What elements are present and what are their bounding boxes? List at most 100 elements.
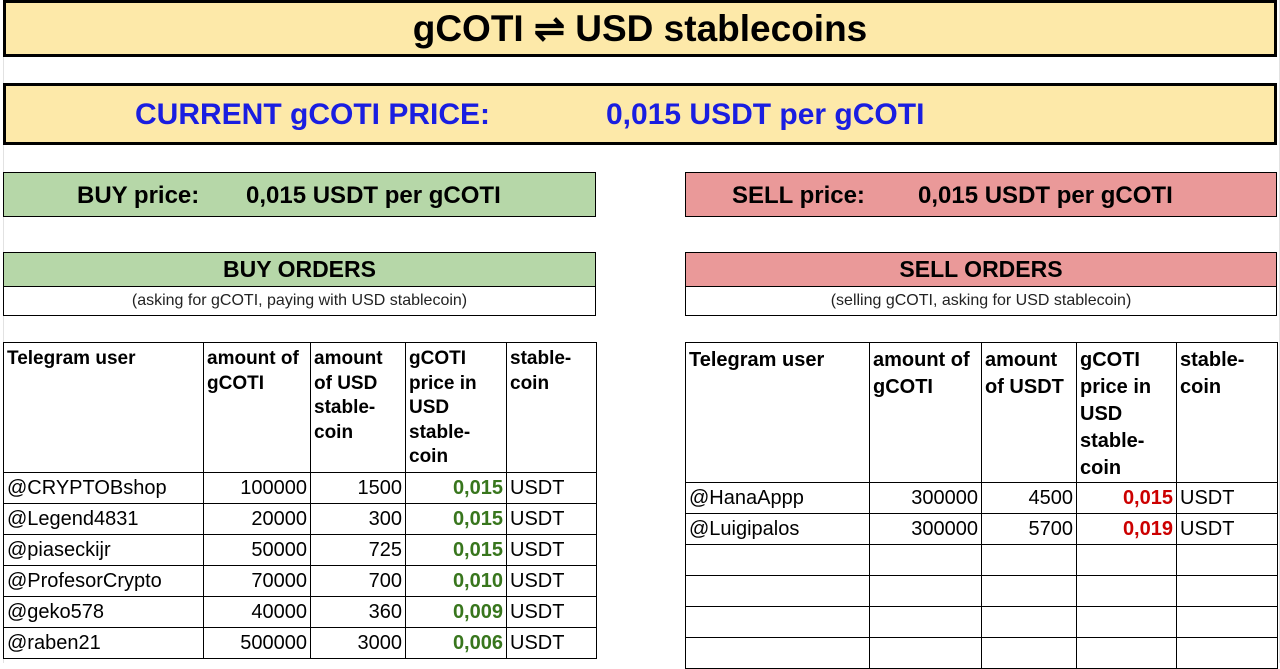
column-header-stablecoin[interactable]: stable-coin — [1176, 342, 1278, 483]
cell-telegram-user[interactable]: @CRYPTOBshop — [3, 472, 204, 504]
cell-telegram-user[interactable]: @piaseckijr — [3, 534, 204, 566]
cell-amount-usd[interactable]: 725 — [310, 534, 406, 566]
buy-price-label: BUY price: — [77, 182, 200, 209]
buy-orders-subtitle: (asking for gCOTI, paying with USD stabl… — [3, 287, 596, 316]
column-header-amount-usd[interactable]: amount of USD stable-coin — [310, 342, 406, 473]
cell-amount-usd[interactable] — [981, 637, 1077, 669]
cell-amount-gcoti[interactable]: 100000 — [203, 472, 311, 504]
cell-price[interactable] — [1076, 575, 1177, 607]
current-price-banner: CURRENT gCOTI PRICE: 0,015 USDT per gCOT… — [3, 83, 1277, 145]
sell-orders-header-row: Telegram user amount of gCOTI amount of … — [685, 342, 1278, 483]
cell-stablecoin[interactable]: USDT — [1176, 513, 1278, 545]
buy-price-banner: BUY price: 0,015 USDT per gCOTI — [3, 172, 596, 217]
cell-telegram-user[interactable]: @Luigipalos — [685, 513, 870, 545]
current-price-value: 0,015 USDT per gCOTI — [606, 98, 925, 131]
cell-amount-usd[interactable]: 360 — [310, 596, 406, 628]
cell-stablecoin[interactable] — [1176, 544, 1278, 576]
cell-amount-gcoti[interactable]: 50000 — [203, 534, 311, 566]
cell-amount-gcoti[interactable]: 300000 — [869, 513, 982, 545]
cell-price[interactable]: 0,015 — [405, 534, 507, 566]
cell-amount-gcoti[interactable]: 300000 — [869, 482, 982, 514]
column-header-amount-gcoti[interactable]: amount of gCOTI — [203, 342, 311, 473]
cell-price[interactable] — [1076, 637, 1177, 669]
column-header-price[interactable]: gCOTI price in USD stable-coin — [1076, 342, 1177, 483]
cell-amount-usd[interactable] — [981, 575, 1077, 607]
cell-price[interactable]: 0,009 — [405, 596, 507, 628]
column-header-price[interactable]: gCOTI price in USD stable-coin — [405, 342, 507, 473]
column-header-telegram-user[interactable]: Telegram user — [3, 342, 204, 473]
cell-amount-usd[interactable]: 5700 — [981, 513, 1077, 545]
cell-telegram-user[interactable] — [685, 637, 870, 669]
cell-price[interactable]: 0,006 — [405, 627, 507, 659]
cell-amount-gcoti[interactable] — [869, 575, 982, 607]
cell-telegram-user[interactable]: @geko578 — [3, 596, 204, 628]
cell-amount-gcoti[interactable]: 70000 — [203, 565, 311, 597]
table-row — [685, 606, 1278, 638]
cell-telegram-user[interactable]: @HanaAppp — [685, 482, 870, 514]
cell-amount-gcoti[interactable]: 20000 — [203, 503, 311, 535]
sell-orders-subtitle: (selling gCOTI, asking for USD stablecoi… — [685, 287, 1277, 316]
column-header-amount-gcoti[interactable]: amount of gCOTI — [869, 342, 982, 483]
cell-price[interactable]: 0,010 — [405, 565, 507, 597]
cell-telegram-user[interactable] — [685, 606, 870, 638]
table-row: @piaseckijr 50000 725 0,015 USDT — [3, 534, 597, 566]
cell-amount-usd[interactable]: 4500 — [981, 482, 1077, 514]
cell-price[interactable]: 0,015 — [405, 472, 507, 504]
current-price-label: CURRENT gCOTI PRICE: — [135, 98, 490, 131]
buy-price-value: 0,015 USDT per gCOTI — [246, 182, 501, 209]
table-row: @geko578 40000 360 0,009 USDT — [3, 596, 597, 628]
cell-amount-gcoti[interactable]: 500000 — [203, 627, 311, 659]
cell-amount-gcoti[interactable] — [869, 637, 982, 669]
cell-stablecoin[interactable]: USDT — [506, 534, 597, 566]
column-header-telegram-user[interactable]: Telegram user — [685, 342, 870, 483]
column-header-amount-usdt[interactable]: amount of USDT — [981, 342, 1077, 483]
cell-telegram-user[interactable] — [685, 575, 870, 607]
table-row: @Legend4831 20000 300 0,015 USDT — [3, 503, 597, 535]
cell-telegram-user[interactable]: @raben21 — [3, 627, 204, 659]
sell-orders-table: Telegram user amount of gCOTI amount of … — [685, 342, 1278, 669]
cell-stablecoin[interactable]: USDT — [506, 627, 597, 659]
buy-orders-header-row: Telegram user amount of gCOTI amount of … — [3, 342, 597, 473]
cell-telegram-user[interactable] — [685, 544, 870, 576]
cell-stablecoin[interactable] — [1176, 575, 1278, 607]
column-header-stablecoin[interactable]: stable-coin — [506, 342, 597, 473]
table-row: @HanaAppp 300000 4500 0,015 USDT — [685, 482, 1278, 514]
table-row: @ProfesorCrypto 70000 700 0,010 USDT — [3, 565, 597, 597]
cell-telegram-user[interactable]: @Legend4831 — [3, 503, 204, 535]
cell-telegram-user[interactable]: @ProfesorCrypto — [3, 565, 204, 597]
sell-price-label: SELL price: — [732, 182, 865, 209]
sell-orders-title: SELL ORDERS — [685, 252, 1277, 287]
table-row: @CRYPTOBshop 100000 1500 0,015 USDT — [3, 472, 597, 504]
cell-amount-usd[interactable]: 1500 — [310, 472, 406, 504]
cell-amount-gcoti[interactable] — [869, 606, 982, 638]
cell-amount-gcoti[interactable]: 40000 — [203, 596, 311, 628]
cell-amount-usd[interactable] — [981, 544, 1077, 576]
cell-stablecoin[interactable]: USDT — [1176, 482, 1278, 514]
table-row — [685, 637, 1278, 669]
cell-price[interactable] — [1076, 544, 1177, 576]
cell-stablecoin[interactable]: USDT — [506, 565, 597, 597]
cell-price[interactable] — [1076, 606, 1177, 638]
cell-price[interactable]: 0,019 — [1076, 513, 1177, 545]
table-row: @Luigipalos 300000 5700 0,019 USDT — [685, 513, 1278, 545]
sell-price-value: 0,015 USDT per gCOTI — [918, 182, 1173, 209]
sell-price-banner: SELL price: 0,015 USDT per gCOTI — [685, 172, 1277, 217]
cell-amount-usd[interactable]: 3000 — [310, 627, 406, 659]
cell-amount-usd[interactable]: 300 — [310, 503, 406, 535]
cell-stablecoin[interactable]: USDT — [506, 503, 597, 535]
table-row: @raben21 500000 3000 0,006 USDT — [3, 627, 597, 659]
cell-price[interactable]: 0,015 — [405, 503, 507, 535]
cell-stablecoin[interactable] — [1176, 637, 1278, 669]
cell-price[interactable]: 0,015 — [1076, 482, 1177, 514]
cell-amount-gcoti[interactable] — [869, 544, 982, 576]
cell-stablecoin[interactable]: USDT — [506, 472, 597, 504]
table-row — [685, 575, 1278, 607]
cell-amount-usd[interactable] — [981, 606, 1077, 638]
table-row — [685, 544, 1278, 576]
cell-amount-usd[interactable]: 700 — [310, 565, 406, 597]
cell-stablecoin[interactable]: USDT — [506, 596, 597, 628]
cell-stablecoin[interactable] — [1176, 606, 1278, 638]
buy-orders-table: Telegram user amount of gCOTI amount of … — [3, 342, 597, 659]
buy-orders-title: BUY ORDERS — [3, 252, 596, 287]
sheet-title: gCOTI ⇌ USD stablecoins — [3, 0, 1277, 57]
